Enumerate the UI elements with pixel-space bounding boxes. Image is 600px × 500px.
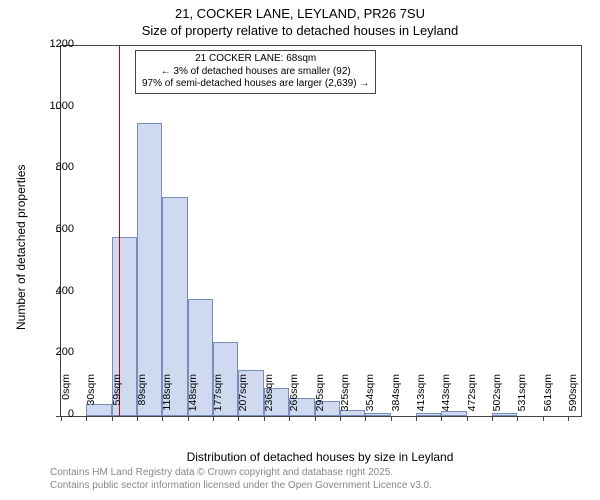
xtick-label: 177sqm — [212, 374, 224, 414]
xtick-mark — [162, 416, 163, 421]
footer-line-2: Contains public sector information licen… — [0, 479, 600, 492]
footer-line-1: Contains HM Land Registry data © Crown c… — [0, 466, 600, 479]
xtick-label: 295sqm — [314, 374, 326, 414]
x-axis-label-block: Distribution of detached houses by size … — [60, 448, 580, 464]
x-axis-label: Distribution of detached houses by size … — [60, 450, 580, 464]
chart-footer: Contains HM Land Registry data © Crown c… — [0, 466, 600, 492]
xtick-mark — [340, 416, 341, 421]
xtick-mark — [86, 416, 87, 421]
annotation-line-2: ← 3% of detached houses are smaller (92) — [142, 66, 369, 79]
xtick-label: 236sqm — [263, 374, 275, 414]
xtick-mark — [467, 416, 468, 421]
xtick-label: 207sqm — [237, 374, 249, 414]
xtick-label: 443sqm — [440, 374, 452, 414]
xtick-label: 118sqm — [161, 374, 173, 414]
xtick-mark — [112, 416, 113, 421]
xtick-mark — [188, 416, 189, 421]
ytick-label: 200 — [38, 346, 74, 358]
xtick-label: 30sqm — [85, 374, 97, 414]
xtick-mark — [441, 416, 442, 421]
ytick-label: 400 — [38, 285, 74, 297]
chart-title-line1: 21, COCKER LANE, LEYLAND, PR26 7SU — [0, 6, 600, 23]
histogram-bar — [137, 123, 162, 416]
annotation-line-3: 97% of semi-detached houses are larger (… — [142, 78, 369, 91]
xtick-mark — [213, 416, 214, 421]
xtick-label: 384sqm — [390, 374, 402, 414]
xtick-mark — [416, 416, 417, 421]
xtick-mark — [492, 416, 493, 421]
annotation-box: 21 COCKER LANE: 68sqm ← 3% of detached h… — [135, 50, 376, 94]
xtick-mark — [289, 416, 290, 421]
xtick-label: 502sqm — [491, 374, 503, 414]
reference-line — [119, 46, 120, 416]
xtick-label: 266sqm — [288, 374, 300, 414]
xtick-mark — [264, 416, 265, 421]
xtick-mark — [543, 416, 544, 421]
xtick-label: 0sqm — [60, 374, 72, 414]
xtick-label: 59sqm — [111, 374, 123, 414]
xtick-mark — [391, 416, 392, 421]
xtick-mark — [238, 416, 239, 421]
xtick-label: 531sqm — [516, 374, 528, 414]
xtick-mark — [315, 416, 316, 421]
ytick-label: 1200 — [38, 38, 74, 50]
histogram-plot: 21 COCKER LANE: 68sqm ← 3% of detached h… — [60, 45, 582, 417]
xtick-mark — [517, 416, 518, 421]
ytick-label: 1000 — [38, 100, 74, 112]
ytick-label: 800 — [38, 161, 74, 173]
xtick-mark — [365, 416, 366, 421]
annotation-line-1: 21 COCKER LANE: 68sqm — [142, 53, 369, 66]
xtick-label: 413sqm — [415, 374, 427, 414]
chart-title-line2: Size of property relative to detached ho… — [0, 23, 600, 40]
xtick-label: 354sqm — [364, 374, 376, 414]
xtick-label: 325sqm — [339, 374, 351, 414]
xtick-label: 148sqm — [187, 374, 199, 414]
xtick-label: 472sqm — [466, 374, 478, 414]
chart-header: 21, COCKER LANE, LEYLAND, PR26 7SU Size … — [0, 6, 600, 40]
ytick-label: 600 — [38, 223, 74, 235]
y-axis-label: Number of detached properties — [14, 165, 28, 330]
xtick-label: 590sqm — [567, 374, 579, 414]
xtick-label: 89sqm — [136, 374, 148, 414]
xtick-mark — [137, 416, 138, 421]
xtick-label: 561sqm — [542, 374, 554, 414]
xtick-mark — [568, 416, 569, 421]
